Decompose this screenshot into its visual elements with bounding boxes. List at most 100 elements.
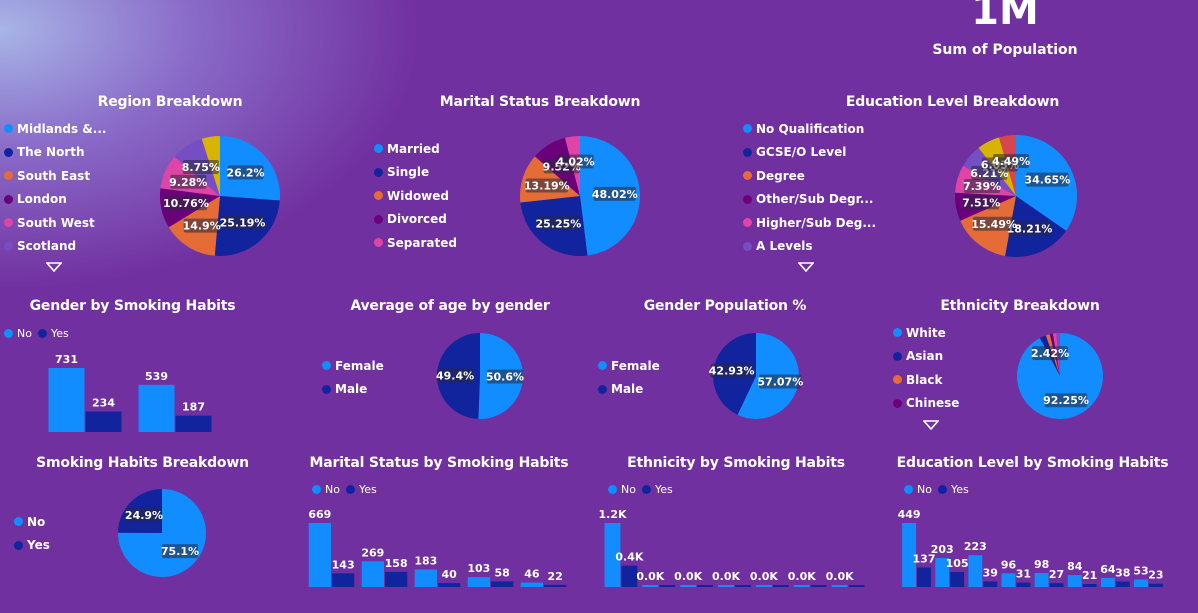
- legend-item[interactable]: A Levels: [743, 235, 876, 259]
- bar[interactable]: [438, 583, 461, 587]
- legend-item[interactable]: Yes: [345, 483, 377, 496]
- legend-dot: [743, 147, 752, 157]
- legend-item[interactable]: Single: [374, 161, 457, 185]
- bar[interactable]: [735, 585, 751, 587]
- bar[interactable]: [793, 585, 810, 587]
- bar[interactable]: [1034, 573, 1049, 587]
- bar[interactable]: [138, 384, 175, 432]
- bar[interactable]: [1115, 581, 1130, 587]
- legend-item[interactable]: Scotland: [4, 235, 106, 259]
- bar[interactable]: [848, 585, 865, 587]
- legend-item[interactable]: No: [14, 510, 50, 534]
- legend-item[interactable]: No: [312, 483, 340, 496]
- pie-data-label: 14.9%: [183, 218, 221, 233]
- bar[interactable]: [1134, 579, 1148, 587]
- legend-item[interactable]: South West: [4, 211, 106, 235]
- bar[interactable]: [697, 585, 714, 587]
- legend-item[interactable]: Widowed: [374, 184, 457, 208]
- bar-data-label: 0.0K: [788, 570, 816, 583]
- bar[interactable]: [361, 561, 384, 587]
- legend-item[interactable]: Yes: [937, 483, 969, 496]
- bar-data-label: 158: [385, 557, 408, 570]
- legend-item[interactable]: Male: [598, 378, 660, 402]
- bar[interactable]: [1016, 582, 1031, 587]
- legend-more-down-icon[interactable]: [798, 262, 814, 272]
- bar-data-label: 0.0K: [826, 570, 854, 583]
- marital-smoke-title: Marital Status by Smoking Habits: [309, 455, 569, 471]
- bar[interactable]: [1067, 575, 1082, 587]
- legend-label: Single: [387, 165, 430, 180]
- bar[interactable]: [175, 415, 212, 432]
- legend-item[interactable]: Separated: [374, 231, 457, 255]
- bar[interactable]: [1100, 577, 1115, 587]
- legend-item[interactable]: GCSE/O Level: [743, 141, 876, 165]
- bar[interactable]: [968, 555, 983, 587]
- bar[interactable]: [621, 565, 638, 587]
- legend-item[interactable]: Female: [598, 354, 660, 378]
- legend-item[interactable]: Higher/Sub Deg...: [743, 211, 876, 235]
- legend-dot: [904, 485, 913, 494]
- bar[interactable]: [680, 585, 697, 587]
- legend-item[interactable]: South East: [4, 164, 106, 188]
- legend-item[interactable]: Degree: [743, 164, 876, 188]
- bar[interactable]: [718, 585, 734, 587]
- pie-data-label: 7.51%: [962, 195, 1000, 210]
- bar[interactable]: [1049, 583, 1064, 587]
- legend-item[interactable]: Divorced: [374, 208, 457, 232]
- legend-item[interactable]: Black: [893, 368, 959, 392]
- bar[interactable]: [831, 585, 848, 587]
- legend-item[interactable]: Male: [322, 378, 384, 402]
- bar[interactable]: [772, 585, 789, 587]
- legend-item[interactable]: Female: [322, 354, 384, 378]
- bar[interactable]: [1001, 573, 1016, 587]
- bar[interactable]: [917, 567, 931, 587]
- bar[interactable]: [755, 585, 772, 587]
- legend-item[interactable]: The North: [4, 141, 106, 165]
- legend-label: Male: [611, 382, 644, 397]
- bar[interactable]: [810, 585, 827, 587]
- bar[interactable]: [902, 523, 917, 587]
- bar[interactable]: [385, 571, 408, 587]
- bar-data-label: 23: [1148, 569, 1163, 582]
- bar[interactable]: [983, 581, 998, 587]
- bar[interactable]: [85, 411, 122, 432]
- legend-item[interactable]: Other/Sub Degr...: [743, 188, 876, 212]
- bar[interactable]: [604, 523, 621, 587]
- legend-item[interactable]: Married: [374, 137, 457, 161]
- legend-item[interactable]: Yes: [14, 534, 50, 558]
- legend-item[interactable]: Asian: [893, 345, 959, 369]
- age-gender-legend: Female Male: [322, 354, 384, 401]
- legend-item[interactable]: London: [4, 188, 106, 212]
- legend-item[interactable]: Yes: [641, 483, 673, 496]
- bar[interactable]: [467, 577, 490, 587]
- legend-item[interactable]: No: [4, 327, 32, 340]
- bar[interactable]: [520, 582, 543, 587]
- bar[interactable]: [308, 523, 331, 587]
- education-pie-chart: 34.65%18.21%15.49%7.51%7.39%6.21%6.03%4.…: [955, 135, 1077, 257]
- bar[interactable]: [544, 584, 567, 587]
- pie-data-label: 7.39%: [963, 178, 1001, 193]
- legend-item[interactable]: Yes: [37, 327, 69, 340]
- bar[interactable]: [48, 368, 85, 432]
- bar[interactable]: [659, 585, 676, 587]
- bar[interactable]: [1082, 584, 1097, 587]
- bar[interactable]: [642, 585, 659, 587]
- bar[interactable]: [935, 558, 950, 587]
- legend-more-down-icon[interactable]: [46, 262, 62, 272]
- bar-data-label: 1.2K: [598, 508, 626, 521]
- legend-dot: [14, 540, 23, 550]
- legend-item[interactable]: No: [608, 483, 636, 496]
- legend-more-down-icon[interactable]: [923, 420, 939, 430]
- bar[interactable]: [1148, 583, 1163, 587]
- legend-item[interactable]: White: [893, 321, 959, 345]
- bar[interactable]: [491, 581, 514, 587]
- legend-item[interactable]: Midlands &...: [4, 117, 106, 141]
- bar[interactable]: [414, 569, 437, 587]
- marital-pie-chart: 48.02%25.25%13.19%9.52%4.02%: [520, 136, 641, 256]
- legend-item[interactable]: No: [904, 483, 932, 496]
- legend-item[interactable]: Chinese: [893, 392, 959, 416]
- bar[interactable]: [950, 572, 965, 587]
- legend-item[interactable]: No Qualification: [743, 117, 876, 141]
- legend-dot: [893, 398, 902, 408]
- bar[interactable]: [332, 573, 355, 587]
